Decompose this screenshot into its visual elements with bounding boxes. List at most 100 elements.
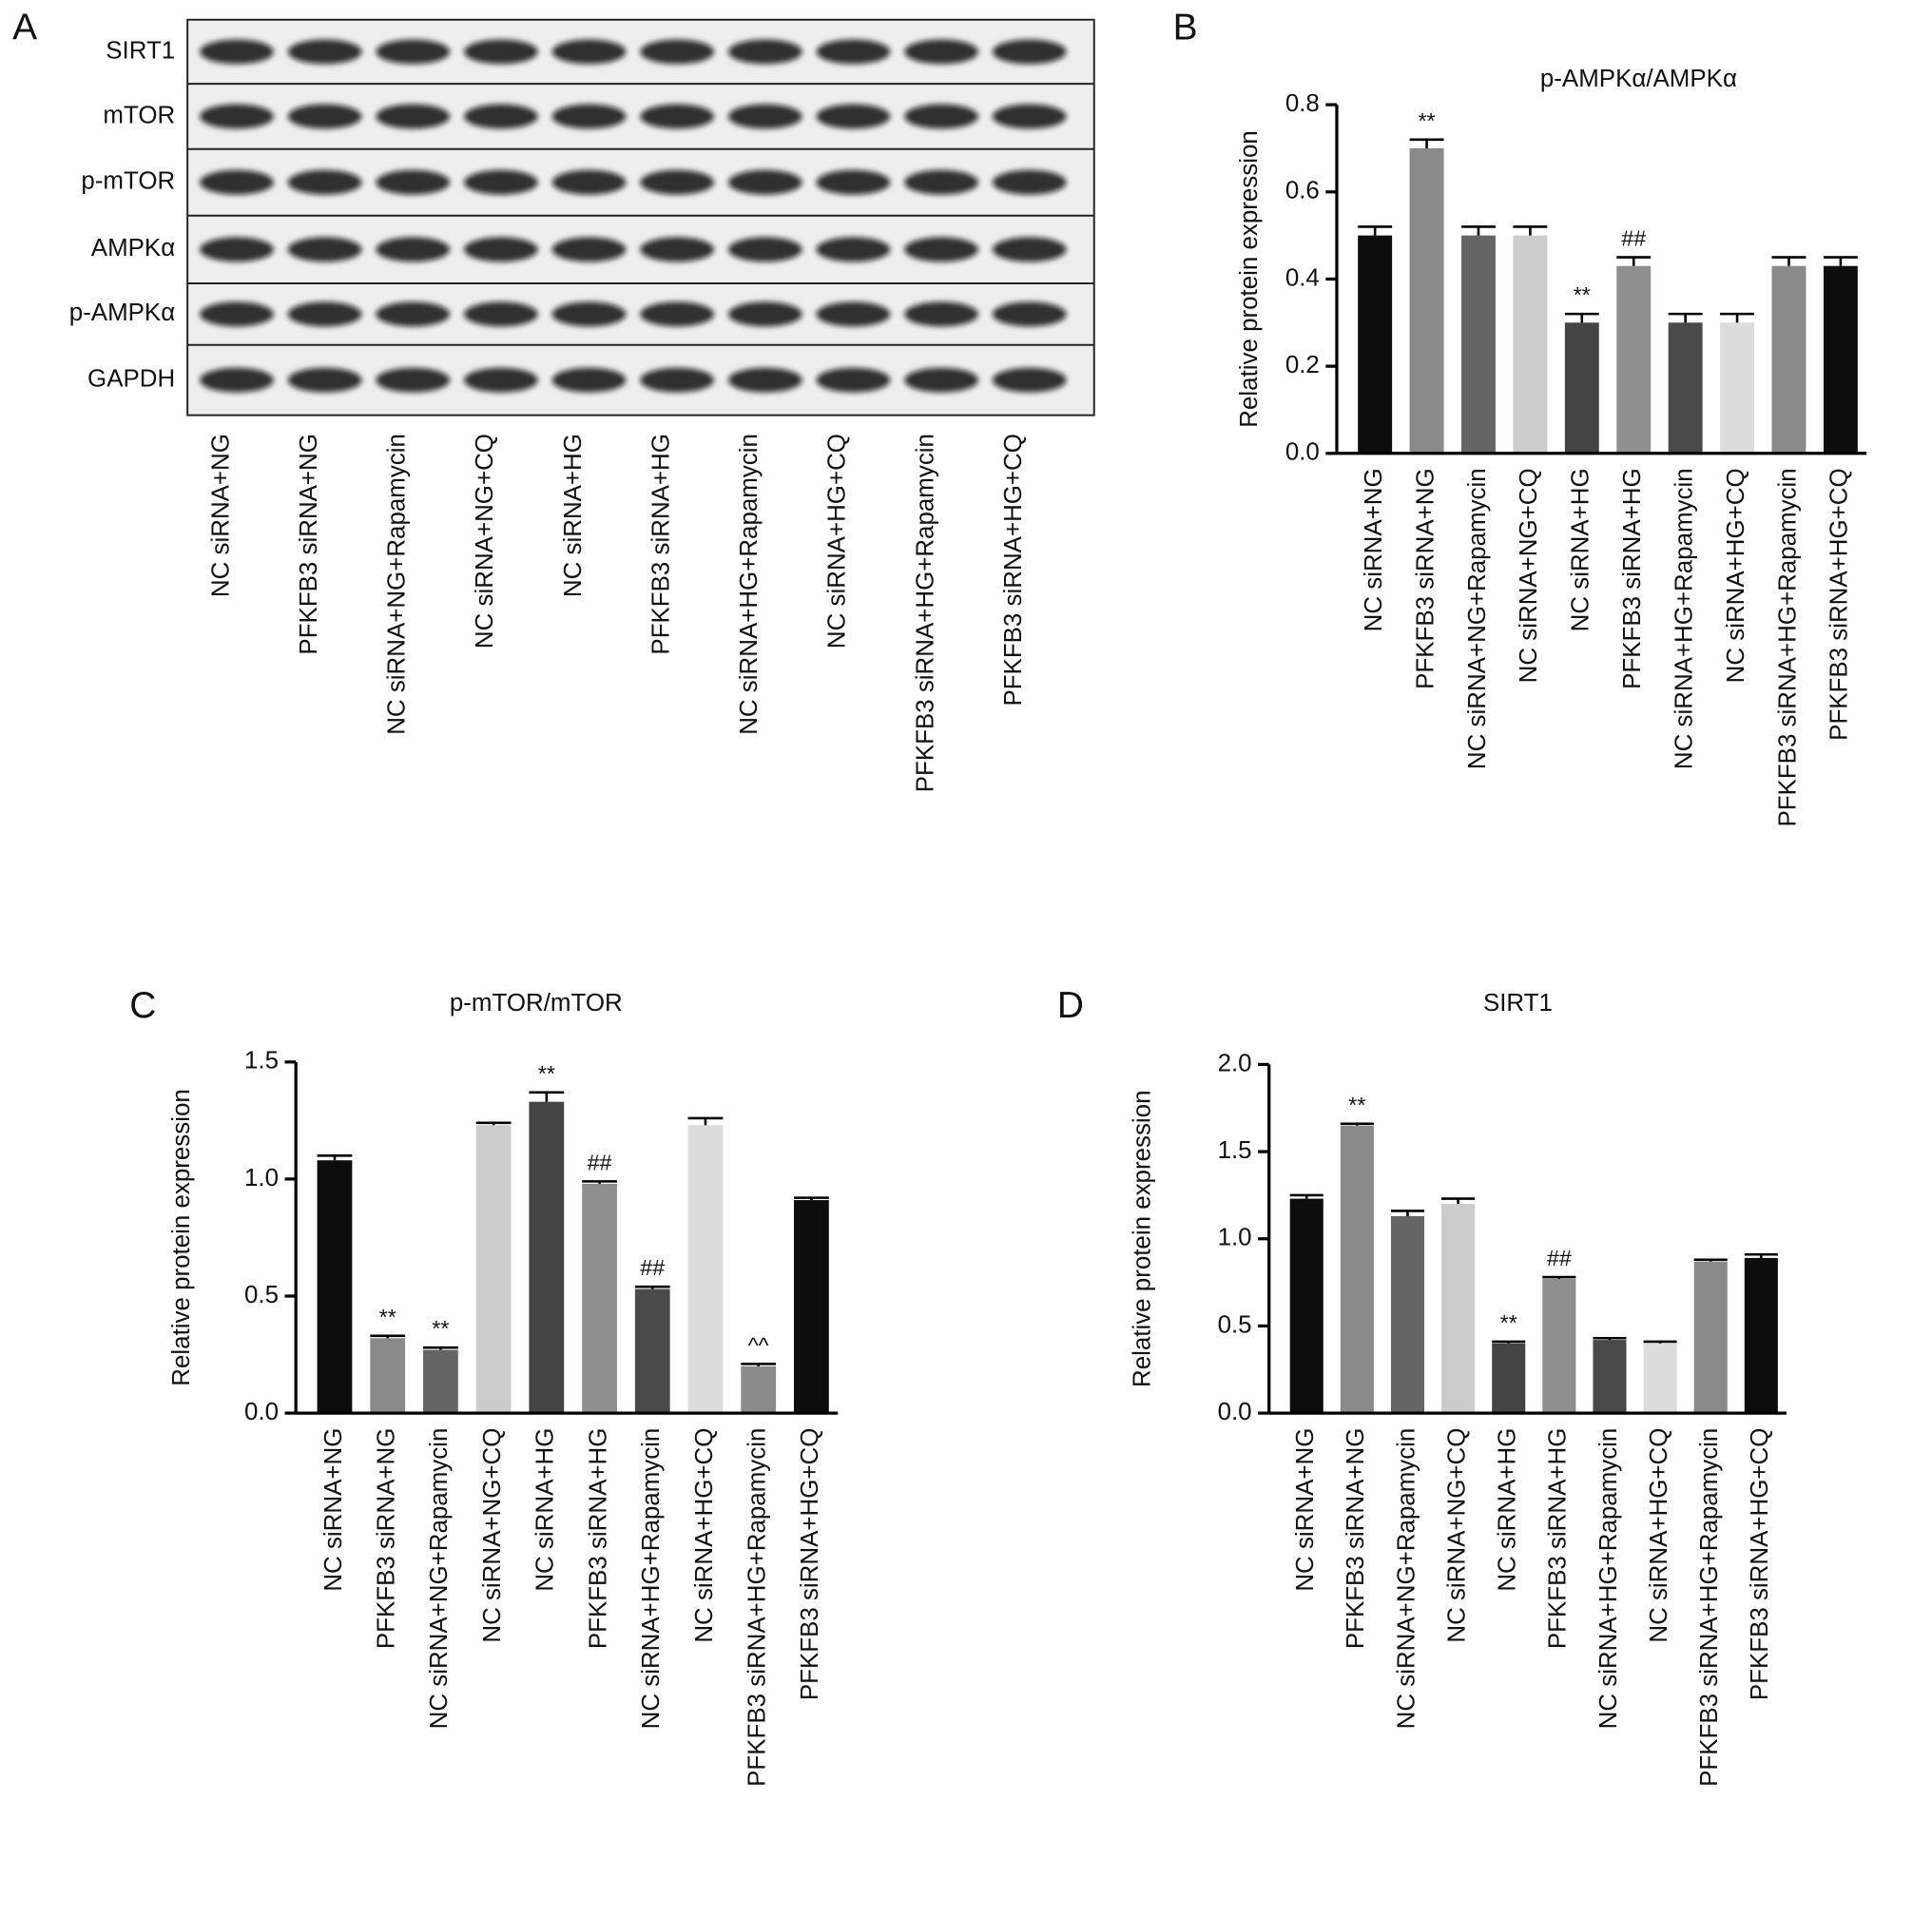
bar [634,1288,670,1414]
blot-band [376,39,451,65]
x-tick-label: NC siRNA+NG+CQ [1443,1428,1470,1643]
x-tick-label: NC siRNA+NG+Rapamycin [1393,1428,1420,1730]
blot-band [727,367,802,393]
blot-band [464,367,538,393]
panel-letter: C [129,985,156,1026]
x-tick-label: PFKFB3 siRNA+HG+CQ [797,1428,823,1700]
blot-band [376,104,451,129]
panel-letter: B [1173,7,1198,48]
blot-band [816,104,891,129]
bar [423,1349,458,1414]
x-tick-label: PFKFB3 siRNA+HG [1619,468,1646,688]
y-axis-label: Relative protein expression [168,1089,195,1385]
lane-label: NC siRNA+HG [560,434,587,597]
significance-label: ** [432,1316,449,1341]
bar [529,1101,565,1414]
x-tick-label: PFKFB3 siRNA+HG [1545,1428,1572,1649]
blot-band [376,169,451,195]
bar [582,1183,617,1414]
error-bar [1771,256,1806,266]
panel-letter: A [12,7,37,48]
bar [1390,1215,1425,1414]
blot-band [464,39,538,65]
bar [1593,1340,1627,1414]
bar [1744,1257,1778,1414]
x-tick-label: NC siRNA+NG [320,1428,347,1592]
blot-row-label: p-AMPKα [69,300,175,326]
x-tick-label: NC siRNA+NG [1361,468,1387,631]
blot-band [287,237,362,262]
blot-band [904,237,978,262]
blot-band [816,301,891,327]
chart-title: p-mTOR/mTOR [450,990,623,1017]
blot-row-label: SIRT1 [106,37,175,64]
blot-band [376,237,451,262]
y-tick-label: 0.0 [244,1399,279,1425]
error-bar [1593,1336,1627,1341]
blot-bands [200,39,1067,393]
blot-band [551,104,627,129]
error-bar [529,1091,565,1102]
bar [317,1160,353,1414]
y-tick-label: 0.0 [1285,439,1320,466]
blot-band [200,104,274,129]
bar [1693,1261,1728,1414]
blot-band [376,367,451,393]
blot-band [464,104,538,129]
bar [794,1200,829,1414]
blot-band [904,39,978,65]
bar [687,1125,724,1414]
error-bar [1390,1210,1425,1216]
blot-band [992,237,1067,262]
blot-band [464,237,538,262]
bar [1340,1125,1374,1414]
y-tick-label: 1.5 [244,1048,279,1075]
blot-row-label: p-mTOR [81,168,175,195]
lane-label: PFKFB3 siRNA+HG+Rapamycin [912,434,938,792]
bar [1720,322,1755,454]
y-tick-label: 0.6 [1285,178,1320,204]
blot-band [287,104,362,129]
x-tick-label: NC siRNA+NG+CQ [1516,468,1542,683]
lane-label: NC siRNA+NG [207,434,234,597]
y-tick-label: 0.5 [244,1282,279,1308]
x-tick-label: PFKFB3 siRNA+HG+Rapamycin [744,1428,771,1787]
lane-label: NC siRNA+NG+Rapamycin [384,434,411,735]
y-tick-label: 0.8 [1285,90,1320,117]
blot-band [551,237,627,262]
chart-title: SIRT1 [1483,990,1553,1017]
y-tick-label: 0.2 [1285,352,1320,378]
blot-row-label: GAPDH [87,366,175,393]
blot-band [640,104,715,129]
chart-title: p-AMPKα/AMPKα [1540,66,1737,92]
blot-row-label: mTOR [103,102,175,128]
error-bar [1340,1122,1374,1126]
error-bar [687,1116,724,1126]
blot-band [200,169,274,195]
x-tick-label: NC siRNA+HG [532,1428,559,1592]
blot-band [992,367,1067,393]
blot-band [816,169,891,195]
error-bar [1643,1340,1677,1344]
blot-band [640,169,715,195]
lane-label: PFKFB3 siRNA+HG+CQ [1000,434,1027,706]
lane-label: PFKFB3 siRNA+NG [296,434,322,655]
y-tick-label: 0.4 [1285,264,1320,291]
blot-band [200,39,274,65]
error-bar [1289,1193,1323,1199]
blot-band [816,237,891,262]
bar [1513,235,1548,454]
bar [1564,322,1599,454]
blot-background [186,18,1095,416]
panel-letter: D [1057,985,1084,1026]
blot-band [992,104,1067,129]
blot-band [200,237,274,262]
bar [1409,147,1444,454]
bar [1358,235,1393,454]
x-tick-label: PFKFB3 siRNA+NG [374,1428,400,1650]
bar [475,1125,512,1414]
y-tick-label: 0.5 [1218,1311,1252,1338]
significance-label: ## [1621,226,1646,251]
x-tick-label: PFKFB3 siRNA+HG+CQ [1747,1428,1773,1700]
blot-band [287,169,362,195]
